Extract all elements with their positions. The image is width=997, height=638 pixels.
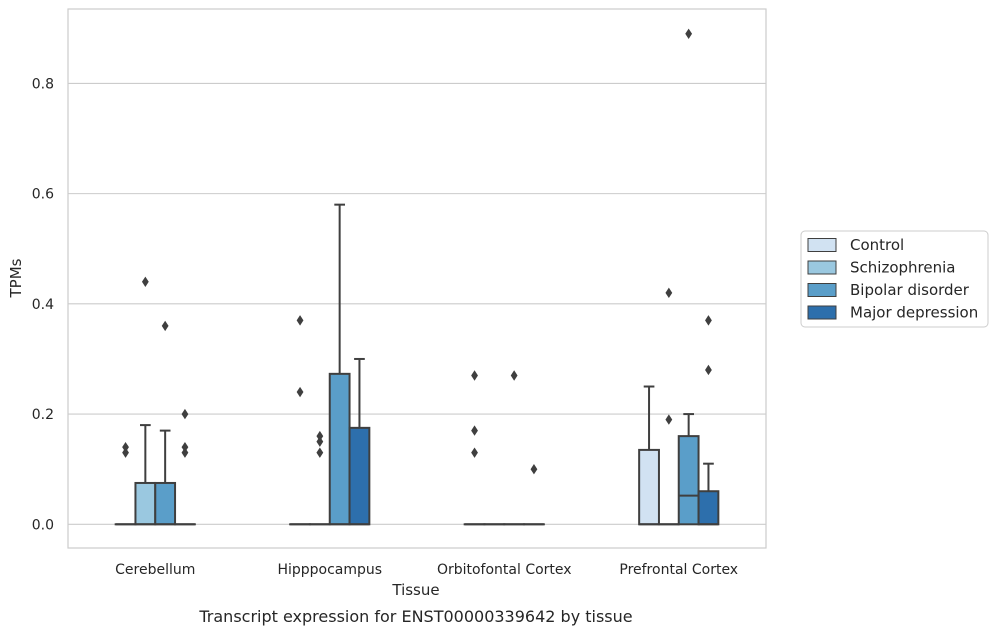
outlier-point <box>665 288 672 298</box>
x-tick-labels: Cerebellum Hipppocampus Orbitofontal Corte… <box>115 562 738 578</box>
legend-label: Major depression <box>850 304 978 322</box>
chart-caption: Transcript expression for ENST0000033964… <box>198 607 632 626</box>
legend-label: Control <box>850 236 904 254</box>
box-body <box>679 436 699 524</box>
legend-label: Bipolar disorder <box>850 281 970 299</box>
outlier-point <box>665 414 672 424</box>
outlier-point <box>705 315 712 325</box>
legend-item: Control <box>808 236 904 254</box>
box-body <box>330 374 350 524</box>
outlier-point <box>705 365 712 375</box>
x-tick-label: Orbitofontal Cortex <box>437 562 572 578</box>
box-plot <box>465 370 485 524</box>
box-plot <box>659 288 679 525</box>
outlier-point <box>471 425 478 435</box>
box-plot <box>524 464 544 524</box>
y-tick-label: 0.4 <box>32 297 54 313</box>
outlier-point <box>685 29 692 39</box>
legend-swatch <box>808 284 836 297</box>
legend-label: Schizophrenia <box>850 259 955 277</box>
outlier-point <box>471 447 478 457</box>
outlier-point <box>511 370 518 380</box>
legend-item: Major depression <box>808 304 978 322</box>
legend-item: Bipolar disorder <box>808 281 970 299</box>
outlier-point <box>316 447 323 457</box>
box-plot <box>116 442 136 524</box>
box-layer <box>116 29 719 525</box>
box-body <box>699 491 719 524</box>
box-plot <box>175 409 195 524</box>
outlier-point <box>297 387 304 397</box>
box-body <box>135 483 155 524</box>
box-plot <box>155 321 175 525</box>
outlier-point <box>297 315 304 325</box>
box-plot <box>135 277 155 525</box>
outlier-point <box>122 442 129 452</box>
box-body <box>350 428 370 524</box>
box-plot <box>330 205 350 525</box>
x-tick-label: Prefrontal Cortex <box>619 562 738 578</box>
box-plot <box>679 29 699 525</box>
plot-frame <box>68 9 766 548</box>
box-body <box>639 450 659 524</box>
box-plot <box>310 431 330 524</box>
y-axis-label: TPMs <box>7 258 25 298</box>
box-plot <box>350 359 370 524</box>
x-tick-label: Cerebellum <box>115 562 195 578</box>
grid-layer <box>68 83 766 524</box>
legend-swatch <box>808 239 836 252</box>
y-tick-labels: 0.0 0.2 0.4 0.6 0.8 <box>32 76 54 533</box>
outlier-point <box>471 370 478 380</box>
y-tick-label: 0.6 <box>32 187 54 203</box>
y-tick-label: 0.8 <box>32 76 54 92</box>
box-plot <box>290 315 310 524</box>
outlier-point <box>531 464 538 474</box>
x-axis-label: Tissue <box>391 581 439 599</box>
x-tick-label: Hipppocampus <box>277 562 382 578</box>
outlier-point <box>316 431 323 441</box>
box-plot <box>639 387 659 525</box>
legend-swatch <box>808 261 836 274</box>
outlier-point <box>182 409 189 419</box>
y-tick-label: 0.0 <box>32 517 54 533</box>
y-tick-label: 0.2 <box>32 407 54 423</box>
legend: Control Schizophrenia Bipolar disorder Majo… <box>801 231 988 327</box>
box-plot <box>699 315 719 524</box>
outlier-point <box>162 321 169 331</box>
box-plot <box>504 370 524 524</box>
legend-swatch <box>808 306 836 319</box>
outlier-point <box>142 277 149 287</box>
legend-item: Schizophrenia <box>808 259 955 277</box>
outlier-point <box>182 442 189 452</box>
box-body <box>155 483 175 524</box>
